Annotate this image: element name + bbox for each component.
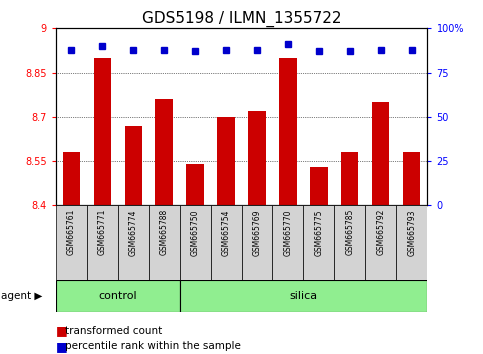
Bar bbox=[272, 205, 303, 280]
Bar bbox=[372, 102, 389, 205]
Text: GSM665769: GSM665769 bbox=[253, 209, 261, 256]
Bar bbox=[366, 205, 397, 280]
Bar bbox=[62, 152, 80, 205]
Bar bbox=[217, 117, 235, 205]
Bar bbox=[242, 205, 272, 280]
Text: agent ▶: agent ▶ bbox=[1, 291, 43, 301]
Text: control: control bbox=[98, 291, 137, 301]
Bar bbox=[180, 280, 427, 312]
Bar bbox=[303, 205, 334, 280]
Text: GSM665788: GSM665788 bbox=[159, 209, 169, 255]
Text: GSM665750: GSM665750 bbox=[190, 209, 199, 256]
Bar bbox=[186, 164, 203, 205]
Bar bbox=[149, 205, 180, 280]
Text: GSM665792: GSM665792 bbox=[376, 209, 385, 256]
Bar bbox=[248, 111, 266, 205]
Text: percentile rank within the sample: percentile rank within the sample bbox=[65, 341, 241, 351]
Bar bbox=[334, 205, 366, 280]
Bar bbox=[86, 205, 117, 280]
Bar bbox=[341, 152, 358, 205]
Text: GSM665754: GSM665754 bbox=[222, 209, 230, 256]
Bar bbox=[397, 205, 427, 280]
Bar bbox=[94, 58, 111, 205]
Bar bbox=[311, 167, 327, 205]
Text: GSM665770: GSM665770 bbox=[284, 209, 293, 256]
Title: GDS5198 / ILMN_1355722: GDS5198 / ILMN_1355722 bbox=[142, 11, 341, 27]
Bar bbox=[211, 205, 242, 280]
Text: transformed count: transformed count bbox=[65, 326, 162, 336]
Text: GSM665774: GSM665774 bbox=[128, 209, 138, 256]
Bar bbox=[156, 99, 172, 205]
Bar bbox=[125, 126, 142, 205]
Text: GSM665771: GSM665771 bbox=[98, 209, 107, 256]
Text: GSM665793: GSM665793 bbox=[408, 209, 416, 256]
Text: ■: ■ bbox=[56, 340, 71, 353]
Bar bbox=[56, 205, 86, 280]
Bar bbox=[280, 58, 297, 205]
Text: silica: silica bbox=[289, 291, 317, 301]
Bar bbox=[180, 205, 211, 280]
Bar bbox=[56, 280, 180, 312]
Bar bbox=[117, 205, 149, 280]
Text: GSM665775: GSM665775 bbox=[314, 209, 324, 256]
Text: GSM665761: GSM665761 bbox=[67, 209, 75, 256]
Text: GSM665785: GSM665785 bbox=[345, 209, 355, 256]
Text: ■: ■ bbox=[56, 325, 71, 337]
Bar bbox=[403, 152, 421, 205]
